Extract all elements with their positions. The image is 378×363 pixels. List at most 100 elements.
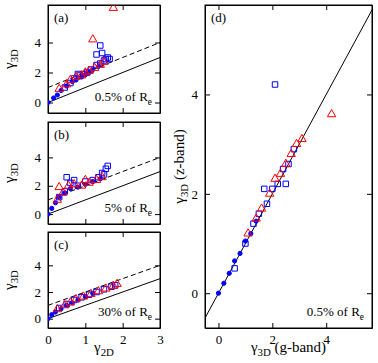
tick: 2 xyxy=(35,285,54,300)
tick-label: 2 xyxy=(35,285,42,300)
point xyxy=(50,206,54,210)
x-axis-title: γ2D xyxy=(93,339,114,358)
panel: 0123024(c)30% of Reγ2Dγ3D xyxy=(1,232,164,358)
subscript: e xyxy=(148,97,152,107)
tick-label: 0 xyxy=(45,332,52,347)
tick-mark xyxy=(205,194,210,195)
tick-mark xyxy=(48,186,53,187)
point xyxy=(89,35,97,42)
point xyxy=(55,84,63,91)
tick: 4 xyxy=(35,35,54,50)
tick-mark xyxy=(123,122,124,127)
point xyxy=(70,180,78,187)
subscript: 3D xyxy=(8,270,20,283)
subscript: 3D xyxy=(178,184,190,197)
reference-line xyxy=(205,5,372,328)
point xyxy=(81,175,89,182)
tick: 2 xyxy=(120,323,127,347)
subscript: 2D xyxy=(101,346,114,358)
tick-mark xyxy=(48,265,53,266)
tick-mark xyxy=(123,232,124,237)
tick-mark xyxy=(85,323,86,328)
frame xyxy=(48,232,160,328)
point xyxy=(65,84,69,88)
y-axis-title: γ3D xyxy=(1,163,20,184)
axis-line xyxy=(48,123,49,225)
point xyxy=(109,5,117,10)
point xyxy=(113,279,121,286)
x-axis-top xyxy=(206,5,373,10)
reference-line xyxy=(48,265,160,305)
tick-mark xyxy=(205,293,210,294)
tick: 0 xyxy=(216,323,223,347)
tick-mark xyxy=(155,43,160,44)
tick-mark xyxy=(48,43,53,44)
tick-label: 4 xyxy=(35,35,42,50)
point xyxy=(227,271,231,275)
tick-mark xyxy=(123,219,124,224)
text-part: (g-band) xyxy=(271,339,326,356)
axis-line xyxy=(160,6,161,114)
tick-label: 2 xyxy=(120,332,127,347)
figure: 024(a)0.5% of Reγ3D024(b)5% of Reγ3D0123… xyxy=(0,0,378,363)
point xyxy=(94,52,99,57)
tick: 0 xyxy=(192,286,211,301)
panel-label: (a) xyxy=(54,10,68,25)
tick-mark xyxy=(326,5,327,10)
tick-mark xyxy=(367,293,372,294)
point xyxy=(64,175,69,180)
reference-line xyxy=(48,157,160,200)
text-part: 0.5% of R xyxy=(307,304,360,319)
panel-label: (b) xyxy=(54,127,69,142)
y-axis-right xyxy=(367,6,373,329)
plot-area xyxy=(48,265,160,320)
point xyxy=(276,169,284,176)
tick-mark xyxy=(155,186,160,187)
point xyxy=(94,287,102,294)
tick-mark xyxy=(85,122,86,127)
tick-label: 2 xyxy=(35,178,42,193)
tick-mark xyxy=(123,323,124,328)
axis-line xyxy=(372,6,373,329)
tick-mark xyxy=(155,214,160,215)
point xyxy=(79,292,87,299)
point xyxy=(216,291,220,295)
tick-label: 0 xyxy=(35,95,42,110)
x-axis xyxy=(49,108,161,114)
tick-label: 1 xyxy=(83,332,90,347)
tick-label: 3 xyxy=(157,332,164,347)
x-axis xyxy=(49,219,161,225)
tick: 0 xyxy=(35,207,54,222)
subscript: e xyxy=(148,208,152,218)
point xyxy=(287,149,295,156)
tick xyxy=(85,122,86,127)
tick-mark xyxy=(326,323,327,328)
point xyxy=(222,281,226,285)
point xyxy=(233,259,237,263)
tick-mark xyxy=(85,5,86,10)
point xyxy=(107,56,112,61)
tick-label: 0 xyxy=(192,286,199,301)
tick: 0 xyxy=(35,311,54,326)
point xyxy=(87,289,95,296)
tick: 1 xyxy=(83,323,90,347)
point xyxy=(48,317,50,321)
subscript: 3D xyxy=(258,346,271,358)
tick xyxy=(155,186,160,187)
point xyxy=(282,159,290,166)
tick xyxy=(155,103,160,104)
x-axis: 0 1 2 3 xyxy=(45,323,164,347)
y-axis: 024 xyxy=(192,6,211,329)
tick xyxy=(123,232,124,237)
point xyxy=(257,204,265,211)
annotation: 30% of Re xyxy=(98,304,152,322)
y-axis: 024 xyxy=(35,6,54,114)
axis-line xyxy=(49,328,161,329)
tick: 4 xyxy=(35,150,54,165)
axis-line xyxy=(206,328,373,329)
text-part: 0.5% of R xyxy=(95,89,148,104)
frame xyxy=(48,122,160,224)
point xyxy=(48,212,50,216)
tick-mark xyxy=(155,157,160,158)
tick xyxy=(123,108,124,113)
